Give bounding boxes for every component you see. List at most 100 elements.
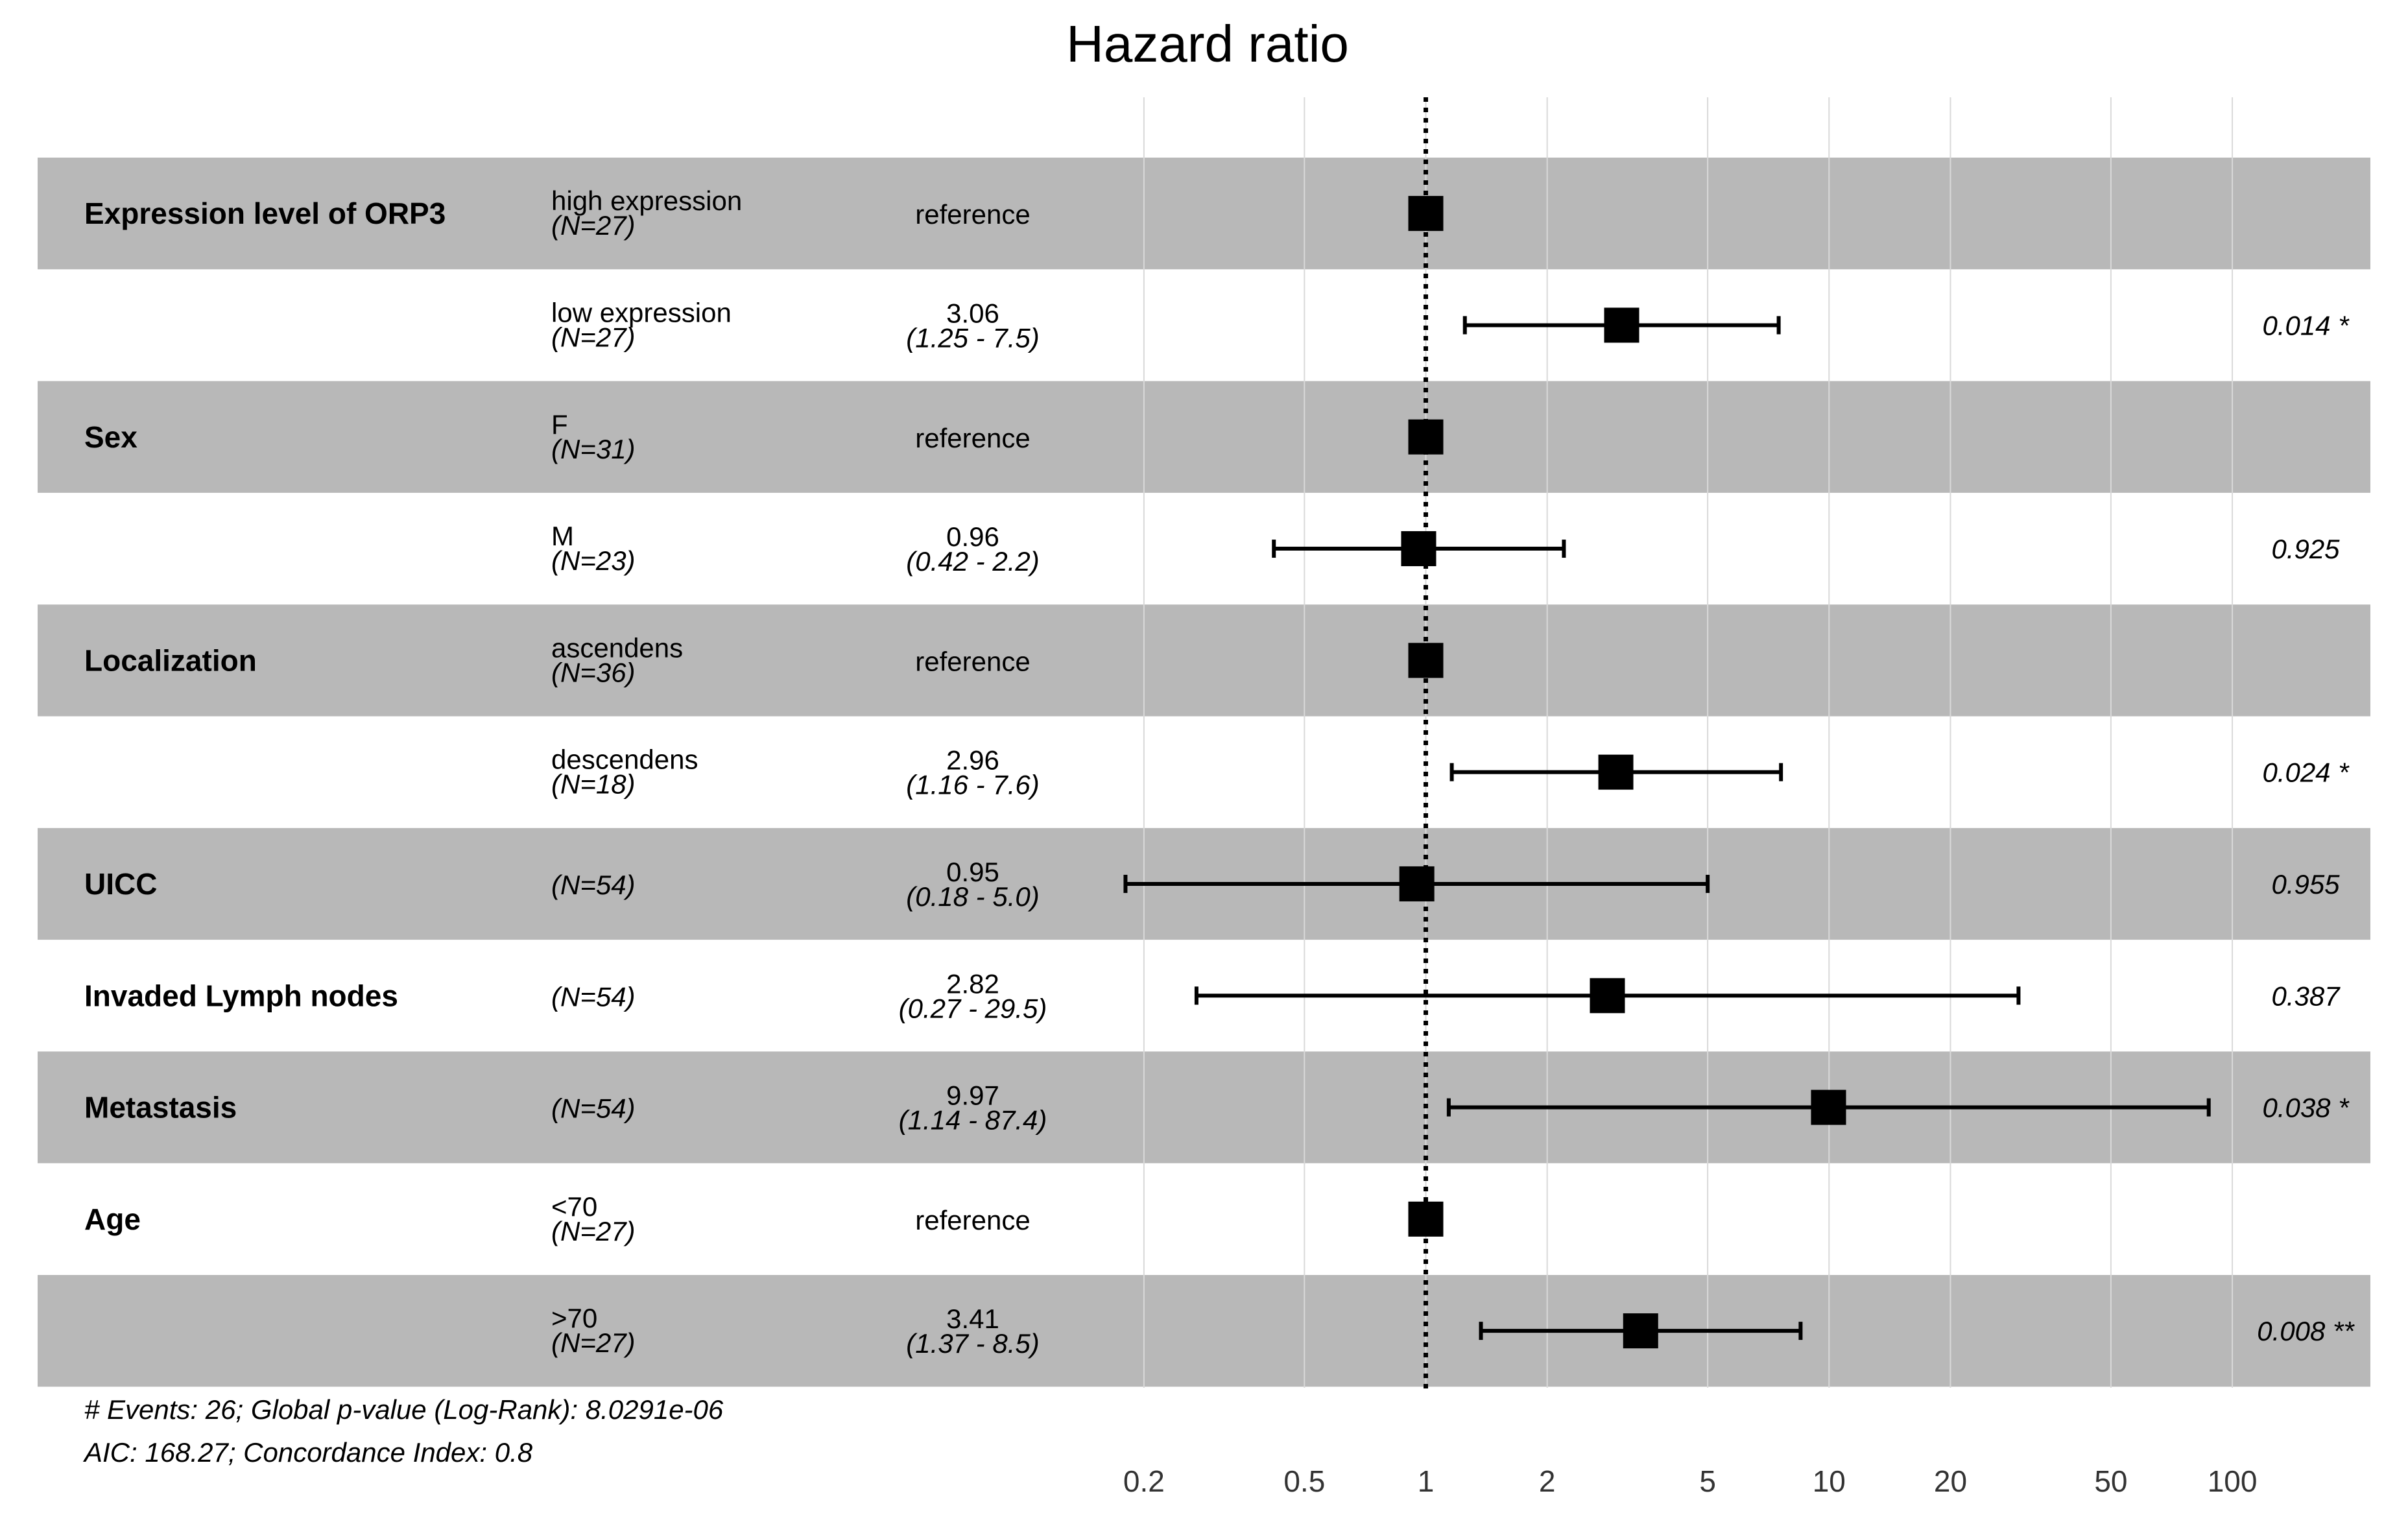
hr-point [1590,978,1625,1014]
row-band [38,158,2370,270]
estimate-label: 9.97 [946,1080,999,1111]
n-label: (N=54) [551,981,636,1012]
row-band [38,604,2370,717]
hr-point [1408,643,1444,678]
n-label: (N=27) [551,210,636,241]
footnote: # Events: 26; Global p-value (Log-Rank):… [84,1394,724,1425]
x-tick-label: 0.2 [1123,1464,1165,1498]
hazard-mark [1462,307,1781,343]
estimate-label: 2.82 [946,968,999,999]
hr-point [1399,866,1435,901]
row-band [38,381,2370,493]
estimate-label: 0.96 [946,521,999,552]
x-tick-label: 100 [2208,1464,2258,1498]
rows: Expression level of ORP3 high expression(… [84,185,2355,1359]
variable-label: Age [84,1202,141,1236]
variable-label: Metastasis [84,1091,237,1125]
table-row: Localization ascendens(N=36) reference [84,632,1031,687]
hr-point [1623,1313,1658,1349]
row-bands [38,158,2370,1387]
estimate-label: 0.95 [946,857,999,887]
x-axis-ticks: 0.2 0.5 1 2 5 10 20 50 100 [1123,1464,2258,1498]
p-value-label: 0.008 ** [2257,1316,2355,1346]
estimate-label: 3.41 [946,1304,999,1334]
hazard-mark [1449,754,1783,790]
estimate-label: 2.96 [946,745,999,776]
ci-label: (1.14 - 87.4) [899,1105,1047,1136]
hazard-mark [1479,1313,1803,1349]
x-tick-label: 0.5 [1283,1464,1325,1498]
x-tick-label: 1 [1418,1464,1435,1498]
variable-label: UICC [84,867,157,901]
x-tick-label: 50 [2094,1464,2127,1498]
row-band [38,1275,2370,1387]
table-row: M(N=23) 0.96(0.42 - 2.2) 0.925 [551,521,2340,577]
p-value-label: 0.038 * [2262,1093,2350,1123]
hazard-mark [1408,196,1444,232]
table-row: Metastasis (N=54) 9.97(1.14 - 87.4) 0.038 * [84,1080,2350,1136]
hazard-mark [1194,978,2021,1014]
variable-label: Localization [84,643,257,677]
hr-point [1811,1089,1846,1125]
n-label: (N=23) [551,545,636,576]
p-value-label: 0.955 [2271,869,2340,899]
variable-label: Invaded Lymph nodes [84,979,398,1012]
hr-point [1598,754,1634,790]
level-label: low expression [551,297,732,327]
table-row: Sex F(N=31) reference [84,409,1031,464]
level-label: M [551,521,574,551]
n-label: (N=18) [551,769,636,800]
ci-label: (1.16 - 7.6) [906,770,1039,800]
marks [1123,196,2211,1349]
estimate-label: 3.06 [946,298,999,328]
table-row: low expression(N=27) 3.06(1.25 - 7.5) 0.01… [551,297,2350,353]
table-row: descendens(N=18) 2.96(1.16 - 7.6) 0.024 * [551,744,2350,800]
p-value-label: 0.024 * [2262,757,2350,788]
hr-point [1408,196,1444,232]
table-row: Expression level of ORP3 high expression(… [84,185,1031,241]
table-row: Invaded Lymph nodes (N=54) 2.82(0.27 - 29.… [84,968,2341,1023]
x-tick-label: 2 [1539,1464,1556,1498]
hazard-mark [1123,866,1710,901]
level-label: ascendens [551,632,683,663]
x-tick-label: 10 [1813,1464,1846,1498]
hr-point [1408,1201,1444,1237]
hazard-mark [1272,531,1566,567]
hr-point [1604,307,1639,343]
variable-label: Sex [84,420,137,454]
hazard-mark [1446,1089,2211,1125]
x-tick-label: 5 [1699,1464,1716,1498]
table-row: >70(N=27) 3.41(1.37 - 8.5) 0.008 ** [551,1303,2355,1359]
footnote: AIC: 168.27; Concordance Index: 0.8 [82,1437,533,1468]
n-label: (N=27) [551,322,636,352]
hazard-mark [1408,643,1444,678]
n-label: (N=31) [551,434,636,464]
level-label: >70 [551,1303,597,1333]
n-label: (N=36) [551,657,636,687]
n-label: (N=54) [551,1093,636,1124]
ci-label: (0.42 - 2.2) [906,546,1039,577]
ci-label: (1.25 - 7.5) [906,322,1039,353]
n-label: (N=27) [551,1216,636,1246]
estimate-label: reference [915,423,1030,453]
estimate-label: reference [915,646,1030,676]
hr-point [1401,531,1436,567]
estimate-label: reference [915,1205,1030,1235]
table-row: Age <70(N=27) reference [84,1191,1031,1246]
level-label: F [551,409,568,440]
p-value-label: 0.387 [2271,981,2341,1011]
level-label: descendens [551,744,698,775]
n-label: (N=54) [551,870,636,900]
estimate-label: reference [915,199,1030,230]
level-label: high expression [551,185,742,216]
n-label: (N=27) [551,1328,636,1358]
p-value-label: 0.014 * [2262,310,2350,340]
chart-title: Hazard ratio [1066,15,1349,73]
x-tick-label: 20 [1934,1464,1967,1498]
footnotes: # Events: 26; Global p-value (Log-Rank):… [82,1394,724,1468]
table-row: UICC (N=54) 0.95(0.18 - 5.0) 0.955 [84,857,2340,912]
ci-label: (0.18 - 5.0) [906,881,1039,912]
ci-label: (1.37 - 8.5) [906,1328,1039,1359]
level-label: <70 [551,1191,597,1222]
